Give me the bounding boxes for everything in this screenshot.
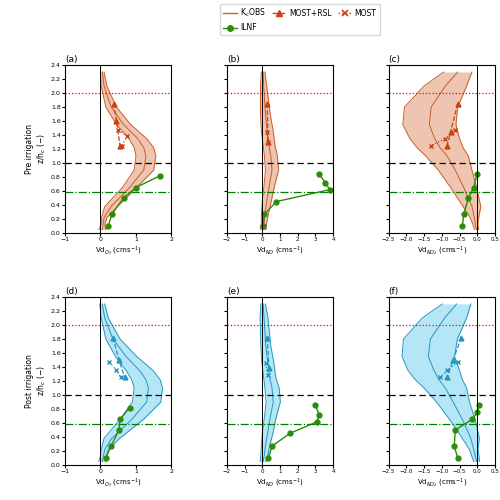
Text: (e): (e) <box>227 287 239 296</box>
X-axis label: Vd$_{NO_2}$ (cms$^{-1}$): Vd$_{NO_2}$ (cms$^{-1}$) <box>416 245 467 258</box>
Text: (a): (a) <box>65 55 78 64</box>
Legend: K$_c$OBS, ILNF, MOST+RSL, MOST: K$_c$OBS, ILNF, MOST+RSL, MOST <box>220 4 380 35</box>
Text: (f): (f) <box>388 287 399 296</box>
X-axis label: Vd$_{NO}$ (cms$^{-1}$): Vd$_{NO}$ (cms$^{-1}$) <box>256 245 304 258</box>
Text: (d): (d) <box>65 287 78 296</box>
X-axis label: Vd$_{NO}$ (cms$^{-1}$): Vd$_{NO}$ (cms$^{-1}$) <box>256 477 304 489</box>
X-axis label: Vd$_{NO_2}$ (cms$^{-1}$): Vd$_{NO_2}$ (cms$^{-1}$) <box>416 477 467 490</box>
Y-axis label: Pre irrigation
z/h$_c$ (−): Pre irrigation z/h$_c$ (−) <box>25 124 48 174</box>
X-axis label: Vd$_{O_3}$ (cms$^{-1}$): Vd$_{O_3}$ (cms$^{-1}$) <box>95 245 142 258</box>
X-axis label: Vd$_{O_3}$ (cms$^{-1}$): Vd$_{O_3}$ (cms$^{-1}$) <box>95 477 142 490</box>
Text: (b): (b) <box>227 55 239 64</box>
Text: (c): (c) <box>388 55 400 64</box>
Y-axis label: Post irrigation
z/h$_c$ (−): Post irrigation z/h$_c$ (−) <box>25 354 48 408</box>
